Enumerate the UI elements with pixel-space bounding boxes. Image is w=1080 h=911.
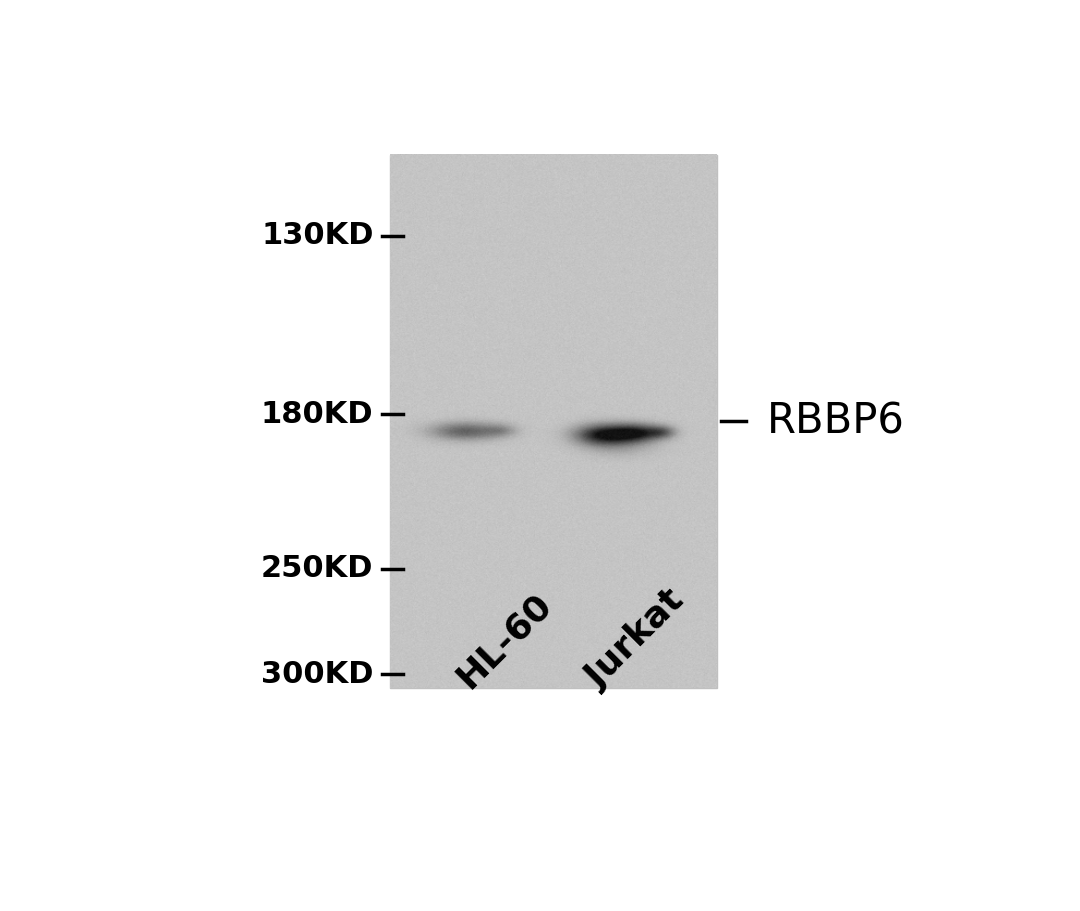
Text: Jurkat: Jurkat <box>580 584 690 695</box>
Text: RBBP6: RBBP6 <box>767 401 905 443</box>
Text: HL-60: HL-60 <box>450 587 558 695</box>
Text: 250KD: 250KD <box>261 554 374 583</box>
Text: 180KD: 180KD <box>261 400 374 429</box>
Text: 130KD: 130KD <box>261 221 374 251</box>
Bar <box>390 155 717 688</box>
Text: 300KD: 300KD <box>261 660 374 689</box>
